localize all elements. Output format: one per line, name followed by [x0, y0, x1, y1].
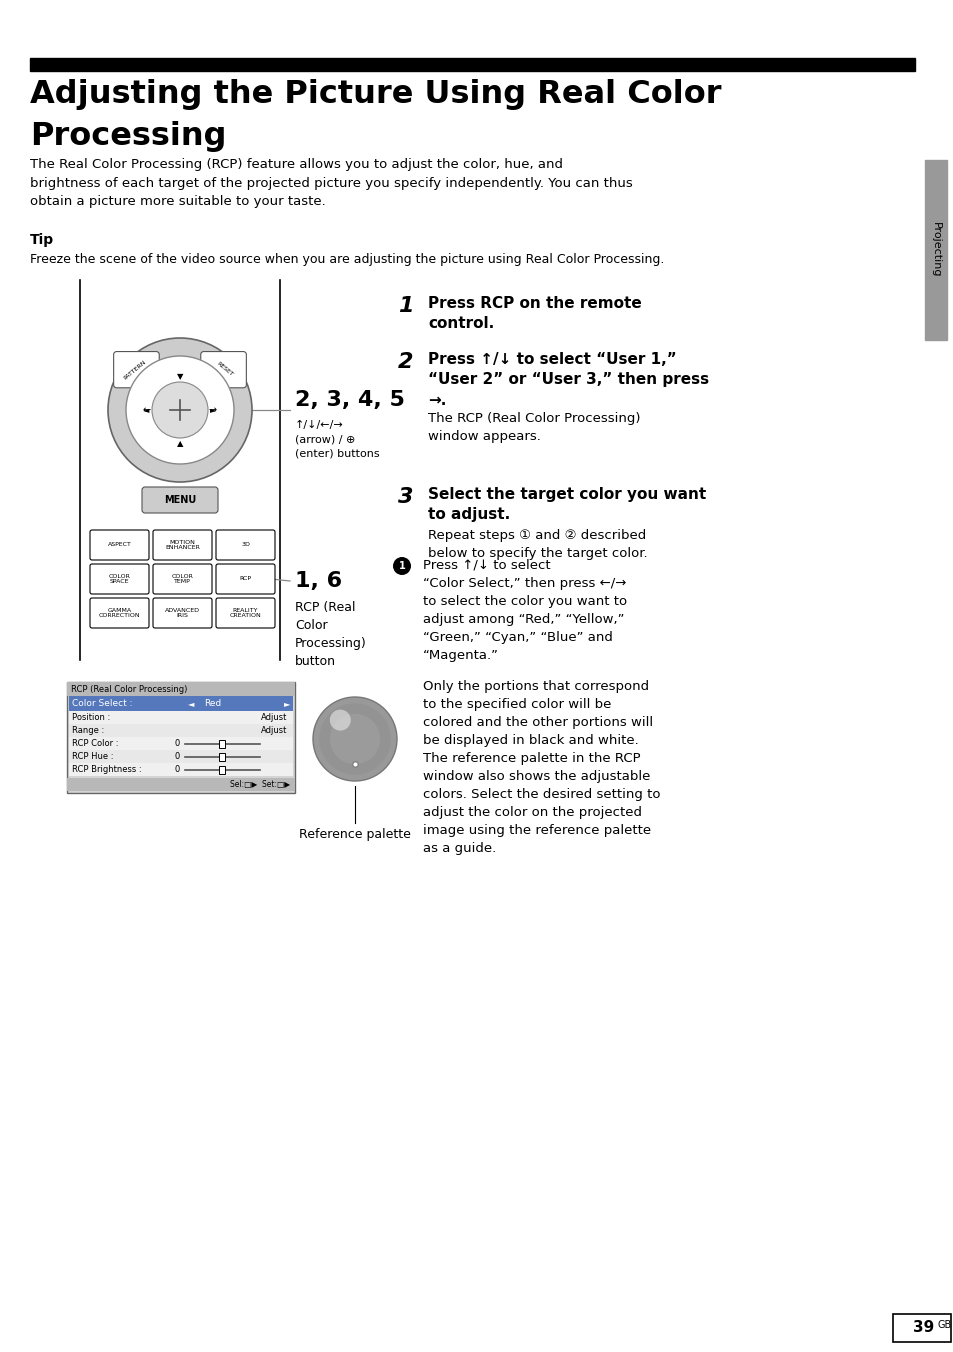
Bar: [69, 696, 293, 711]
Text: Freeze the scene of the video source when you are adjusting the picture using Re: Freeze the scene of the video source whe…: [30, 253, 663, 266]
Text: RCP Brightness :: RCP Brightness :: [71, 765, 141, 773]
Bar: [219, 753, 225, 760]
Text: ▲: ▲: [176, 439, 183, 448]
Text: REALITY
CREATION: REALITY CREATION: [230, 607, 261, 618]
FancyBboxPatch shape: [90, 530, 149, 560]
Text: The Real Color Processing (RCP) feature allows you to adjust the color, hue, and: The Real Color Processing (RCP) feature …: [30, 158, 632, 208]
Bar: [892, 1314, 950, 1343]
Text: 3D: 3D: [241, 542, 250, 548]
Text: Repeat steps ① and ② described
below to specify the target color.: Repeat steps ① and ② described below to …: [428, 529, 647, 560]
Text: RCP Hue :: RCP Hue :: [71, 752, 113, 761]
Text: Press RCP on the remote
control.: Press RCP on the remote control.: [428, 296, 641, 331]
FancyBboxPatch shape: [200, 352, 246, 388]
Bar: [69, 750, 293, 763]
FancyBboxPatch shape: [215, 598, 274, 627]
Text: 3: 3: [397, 487, 413, 507]
FancyBboxPatch shape: [152, 564, 212, 594]
Circle shape: [152, 383, 208, 438]
Bar: [69, 725, 293, 737]
Text: 1: 1: [397, 296, 413, 316]
Text: 0: 0: [174, 740, 180, 748]
Text: Reference palette: Reference palette: [298, 827, 411, 841]
Text: Adjust: Adjust: [260, 713, 287, 722]
Text: 2: 2: [397, 352, 413, 372]
Text: COLOR
SPACE: COLOR SPACE: [109, 573, 131, 584]
Bar: [219, 740, 225, 748]
Text: Select the target color you want
to adjust.: Select the target color you want to adju…: [428, 487, 705, 522]
Circle shape: [319, 703, 391, 775]
Text: 1, 6: 1, 6: [294, 571, 342, 591]
Text: COLOR
TEMP: COLOR TEMP: [172, 573, 193, 584]
FancyBboxPatch shape: [90, 564, 149, 594]
Bar: [69, 737, 293, 750]
Bar: [69, 711, 293, 725]
Text: Adjust: Adjust: [260, 726, 287, 735]
Text: ←: ←: [143, 406, 151, 415]
Text: Projecting: Projecting: [930, 222, 940, 277]
Bar: [219, 765, 225, 773]
Bar: [67, 681, 294, 794]
Text: Adjusting the Picture Using Real Color: Adjusting the Picture Using Real Color: [30, 78, 720, 110]
FancyBboxPatch shape: [142, 487, 218, 512]
Bar: [67, 777, 294, 791]
Circle shape: [330, 714, 380, 764]
Text: RCP (Real
Color
Processing)
button: RCP (Real Color Processing) button: [294, 602, 366, 668]
Text: →: →: [209, 406, 217, 415]
Text: RESET: RESET: [215, 361, 233, 379]
Text: Red: Red: [204, 699, 222, 708]
Text: PATTERN: PATTERN: [123, 358, 148, 380]
Text: 2, 3, 4, 5: 2, 3, 4, 5: [294, 389, 404, 410]
Text: 1: 1: [398, 561, 405, 571]
Circle shape: [393, 557, 411, 575]
Text: RCP: RCP: [239, 576, 252, 581]
FancyBboxPatch shape: [152, 530, 212, 560]
Text: ►: ►: [283, 699, 290, 708]
Text: MOTION
ENHANCER: MOTION ENHANCER: [165, 539, 200, 550]
Text: The RCP (Real Color Processing)
window appears.: The RCP (Real Color Processing) window a…: [428, 412, 639, 443]
Text: Color Select :: Color Select :: [71, 699, 132, 708]
FancyBboxPatch shape: [215, 564, 274, 594]
Text: ►: ►: [210, 406, 216, 415]
Text: Only the portions that correspond
to the specified color will be
colored and the: Only the portions that correspond to the…: [422, 680, 659, 854]
Text: Press ↑/↓ to select “User 1,”
“User 2” or “User 3,” then press
→.: Press ↑/↓ to select “User 1,” “User 2” o…: [428, 352, 708, 408]
Circle shape: [108, 338, 252, 483]
Text: Range :: Range :: [71, 726, 104, 735]
Text: 0: 0: [174, 765, 180, 773]
Text: ▼: ▼: [176, 372, 183, 381]
Circle shape: [313, 698, 396, 781]
Bar: [69, 763, 293, 776]
Text: 0: 0: [174, 752, 180, 761]
Circle shape: [330, 710, 351, 730]
Text: ADVANCED
IRIS: ADVANCED IRIS: [165, 607, 200, 618]
Text: ASPECT: ASPECT: [108, 542, 132, 548]
Text: ◄: ◄: [143, 406, 150, 415]
Bar: [67, 681, 294, 696]
Text: Tip: Tip: [30, 233, 54, 247]
Text: RCP Color :: RCP Color :: [71, 740, 118, 748]
Text: ↑/↓/←/→
(arrow) / ⊕
(enter) buttons: ↑/↓/←/→ (arrow) / ⊕ (enter) buttons: [294, 420, 379, 458]
FancyBboxPatch shape: [215, 530, 274, 560]
Text: 39: 39: [912, 1321, 933, 1336]
Bar: [30, 58, 914, 72]
Text: MENU: MENU: [164, 495, 196, 506]
Circle shape: [126, 356, 233, 464]
Bar: [924, 160, 946, 339]
Text: Sel:□▶  Set:□▶: Sel:□▶ Set:□▶: [230, 780, 290, 790]
FancyBboxPatch shape: [113, 352, 159, 388]
Text: GAMMA
CORRECTION: GAMMA CORRECTION: [98, 607, 140, 618]
Text: GB: GB: [936, 1320, 950, 1330]
Text: Processing: Processing: [30, 120, 226, 151]
FancyBboxPatch shape: [90, 598, 149, 627]
Text: RCP (Real Color Processing): RCP (Real Color Processing): [71, 684, 187, 694]
Text: Position :: Position :: [71, 713, 111, 722]
Text: Press ↑/↓ to select
“Color Select,” then press ←/→
to select the color you want : Press ↑/↓ to select “Color Select,” then…: [422, 558, 626, 662]
FancyBboxPatch shape: [152, 598, 212, 627]
Text: ◄: ◄: [188, 699, 194, 708]
